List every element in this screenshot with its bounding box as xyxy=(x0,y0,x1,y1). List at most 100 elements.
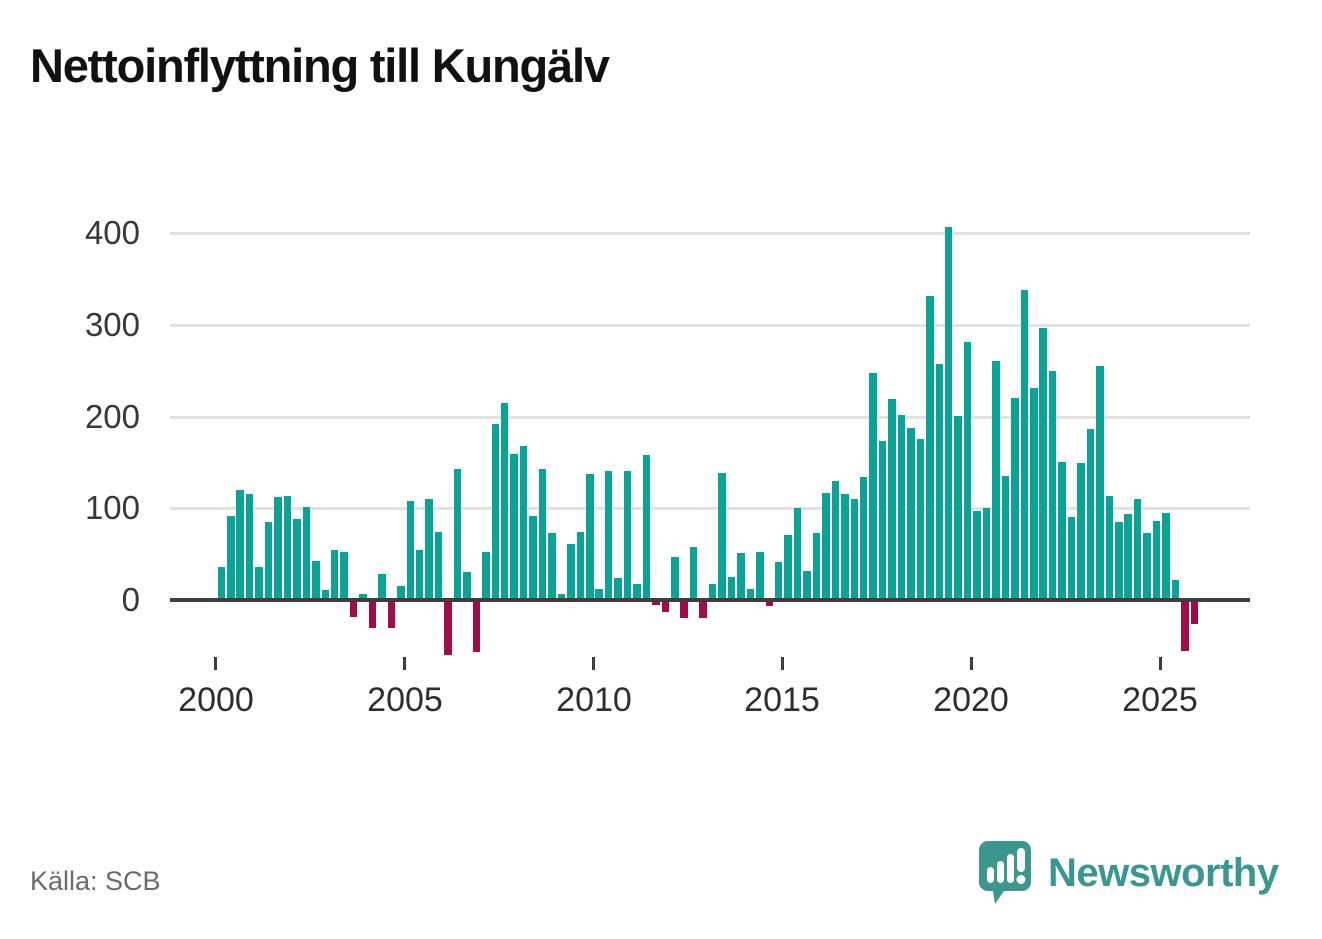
bar-1 xyxy=(227,516,235,600)
bar-74 xyxy=(916,439,925,600)
bar-19 xyxy=(397,586,405,600)
bar-48 xyxy=(671,557,679,600)
bar-103 xyxy=(1190,600,1198,624)
x-tick-2005 xyxy=(403,657,406,670)
bar-36 xyxy=(557,594,566,600)
bar-20 xyxy=(406,501,414,600)
x-tick-label-2025: 2025 xyxy=(1122,681,1198,719)
bar-92 xyxy=(1086,429,1095,600)
bar-0 xyxy=(217,567,226,600)
x-tick-label-2000: 2000 xyxy=(178,681,254,719)
bar-25 xyxy=(453,469,462,600)
bar-89 xyxy=(1058,462,1066,600)
gridline-400 xyxy=(170,232,1250,235)
bar-98 xyxy=(1143,533,1151,600)
bar-24 xyxy=(444,600,452,655)
bar-73 xyxy=(907,428,915,600)
bar-9 xyxy=(302,507,311,600)
source-note: Källa: SCB xyxy=(30,866,161,896)
bar-44 xyxy=(633,584,641,600)
bar-101 xyxy=(1171,580,1180,600)
bar-39 xyxy=(586,474,594,600)
bar-87 xyxy=(1039,328,1047,600)
bar-93 xyxy=(1096,366,1104,600)
newsworthy-logo-icon xyxy=(979,841,1031,904)
bar-75 xyxy=(926,296,934,600)
bar-30 xyxy=(500,403,509,600)
bar-65 xyxy=(831,481,840,600)
bar-79 xyxy=(963,342,972,600)
bar-7 xyxy=(283,496,292,600)
bar-67 xyxy=(850,499,858,600)
bar-12 xyxy=(330,550,339,600)
bar-41 xyxy=(604,471,613,600)
bar-27 xyxy=(472,600,481,652)
y-tick-label-300: 300 xyxy=(84,306,140,343)
bar-100 xyxy=(1162,513,1170,600)
bar-35 xyxy=(548,533,556,600)
bar-97 xyxy=(1133,499,1142,600)
bar-53 xyxy=(718,473,726,600)
x-tick-label-2005: 2005 xyxy=(367,681,443,719)
bar-45 xyxy=(642,455,651,600)
bar-37 xyxy=(567,544,575,600)
bar-4 xyxy=(255,567,263,600)
bar-81 xyxy=(982,508,991,600)
x-tick-2010 xyxy=(592,657,595,670)
bar-32 xyxy=(519,446,528,600)
y-tick-label-0: 0 xyxy=(121,581,140,618)
bar-70 xyxy=(878,441,887,600)
x-tick-2015 xyxy=(781,657,784,670)
chart-title: Nettoinflyttning till Kungälv xyxy=(30,39,610,92)
bar-85 xyxy=(1020,290,1028,600)
bar-60 xyxy=(784,535,792,600)
bar-28 xyxy=(482,552,490,600)
gridline-100 xyxy=(170,507,1250,510)
bar-72 xyxy=(897,415,906,600)
bar-14 xyxy=(349,600,358,617)
bar-57 xyxy=(756,552,764,600)
bar-88 xyxy=(1048,371,1057,600)
bar-46 xyxy=(652,600,660,605)
bar-56 xyxy=(746,589,755,600)
y-tick-label-200: 200 xyxy=(84,398,140,435)
bar-6 xyxy=(274,497,282,600)
bar-29 xyxy=(491,424,499,600)
gridline-200 xyxy=(170,416,1250,419)
bar-40 xyxy=(595,589,603,600)
bar-66 xyxy=(841,494,849,600)
x-tick-label-2010: 2010 xyxy=(556,681,632,719)
bar-33 xyxy=(529,516,537,600)
bar-8 xyxy=(293,519,301,600)
bar-64 xyxy=(822,493,830,600)
x-tick-2020 xyxy=(970,657,973,670)
bar-43 xyxy=(623,471,632,600)
y-tick-label-100: 100 xyxy=(84,489,140,526)
bar-68 xyxy=(859,477,868,600)
x-tick-2025 xyxy=(1159,657,1162,670)
bar-3 xyxy=(245,494,254,600)
bar-102 xyxy=(1181,600,1189,651)
brand-name: Newsworthy xyxy=(1048,850,1279,895)
bar-61 xyxy=(793,508,802,600)
bar-55 xyxy=(737,553,745,600)
bar-77 xyxy=(944,227,953,600)
bar-59 xyxy=(774,562,783,600)
bar-52 xyxy=(708,584,717,600)
bar-34 xyxy=(538,469,547,600)
bar-84 xyxy=(1011,398,1019,600)
bar-26 xyxy=(463,572,471,600)
bar-58 xyxy=(765,600,773,606)
bar-62 xyxy=(803,571,811,600)
bar-90 xyxy=(1067,517,1076,600)
bar-22 xyxy=(425,499,433,600)
bar-80 xyxy=(973,511,981,600)
bar-95 xyxy=(1115,522,1123,600)
bar-31 xyxy=(510,454,518,600)
bar-50 xyxy=(689,547,698,600)
bar-21 xyxy=(415,550,424,600)
brand-lockup: Newsworthy xyxy=(978,840,1279,906)
bar-2 xyxy=(236,490,244,600)
bar-99 xyxy=(1152,521,1161,600)
